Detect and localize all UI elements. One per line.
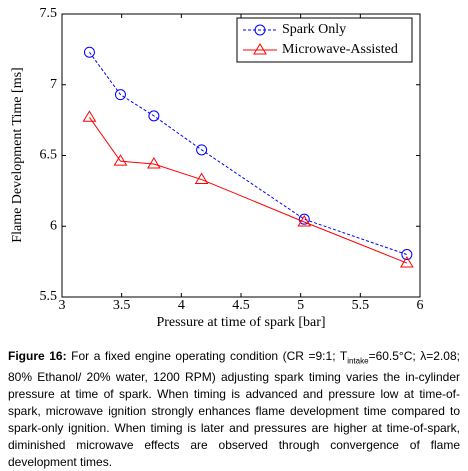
x-axis-label: Pressure at time of spark [bar]	[156, 315, 325, 330]
y-tick-label: 7	[50, 77, 57, 92]
x-tick-label: 5	[297, 298, 304, 313]
x-tick-label: 5.5	[352, 298, 370, 313]
data-point	[297, 215, 312, 227]
caption: Figure 16: For a fixed engine operating …	[8, 348, 460, 471]
data-point	[114, 89, 126, 101]
y-tick-label: 5.5	[40, 289, 58, 304]
data-point	[401, 249, 413, 261]
data-point	[196, 144, 208, 156]
series-line	[89, 117, 408, 264]
data-point	[83, 46, 95, 58]
data-point	[113, 154, 128, 166]
caption-text: For a fixed engine operating condition (…	[71, 349, 348, 363]
chart: Pressure at time of spark [bar] Flame De…	[10, 6, 424, 330]
x-tick-label: 4.5	[232, 298, 250, 313]
legend-label: Spark Only	[282, 22, 346, 37]
caption-label: Figure 16:	[8, 349, 67, 363]
data-point	[147, 157, 161, 169]
y-axis-label: Flame Development Time [ms]	[10, 67, 25, 242]
x-tick-label: 4	[178, 298, 185, 313]
y-tick-label: 7.5	[40, 6, 58, 21]
data-point	[194, 172, 209, 185]
legend-box	[236, 17, 413, 63]
data-point	[82, 110, 97, 122]
caption-text: =60.5°C; λ=2.08; 80% Ethanol/ 20% water,…	[8, 349, 460, 470]
legend-label: Microwave-Assisted	[282, 42, 398, 57]
x-tick-label: 3	[59, 298, 66, 313]
x-tick-label: 6	[417, 298, 424, 313]
legend-marker	[253, 43, 267, 55]
legend-marker	[254, 24, 266, 36]
data-point	[399, 256, 414, 268]
data-point	[298, 213, 310, 225]
caption-subscript: intake	[347, 356, 369, 366]
y-tick-label: 6	[50, 218, 57, 233]
data-point	[148, 110, 160, 122]
series-line	[89, 51, 408, 256]
x-tick-label: 3.5	[113, 298, 131, 313]
y-tick-label: 6.5	[40, 148, 58, 163]
